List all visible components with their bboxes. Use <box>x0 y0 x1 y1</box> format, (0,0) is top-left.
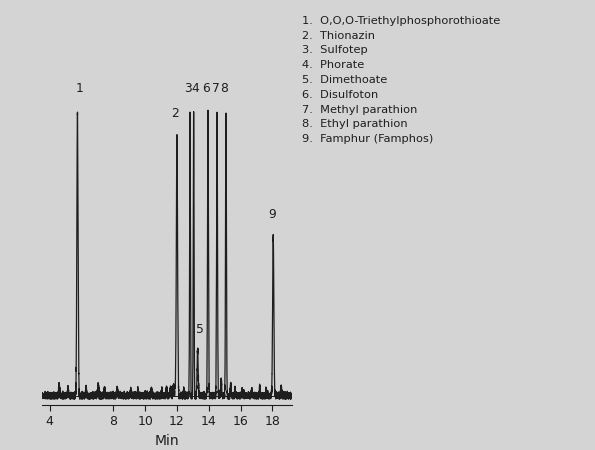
Text: 2: 2 <box>171 107 178 120</box>
Text: 1.  O,O,O-Triethylphosphorothioate
2.  Thionazin
3.  Sulfotep
4.  Phorate
5.  Di: 1. O,O,O-Triethylphosphorothioate 2. Thi… <box>302 16 500 144</box>
X-axis label: Min: Min <box>154 434 179 448</box>
Text: 3: 3 <box>184 82 192 95</box>
Text: 7: 7 <box>212 82 220 95</box>
Text: 1: 1 <box>76 82 83 95</box>
Text: 8: 8 <box>220 82 228 95</box>
Text: 6: 6 <box>202 82 210 95</box>
Text: 9: 9 <box>268 207 275 220</box>
Text: 4: 4 <box>192 82 199 95</box>
Text: 5: 5 <box>196 324 203 337</box>
